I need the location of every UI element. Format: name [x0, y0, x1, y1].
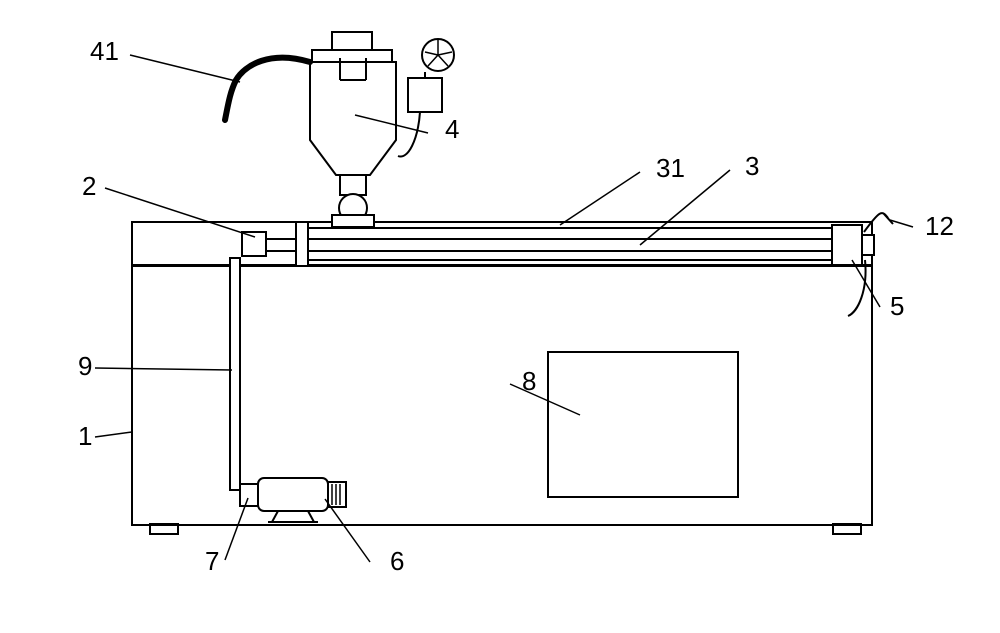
leader-l41	[130, 55, 240, 82]
label-l9: 9	[78, 351, 92, 381]
hopper-base	[332, 215, 374, 227]
motor-body	[258, 478, 328, 511]
flange-right-cap	[862, 235, 874, 255]
hopper-body	[310, 62, 396, 175]
motor-feet	[268, 511, 318, 522]
motor-fan	[328, 482, 346, 507]
label-l7: 7	[205, 546, 219, 576]
leader-l2	[105, 188, 255, 237]
label-l3: 3	[745, 151, 759, 181]
inner-block	[548, 352, 738, 497]
leader-l6	[325, 499, 370, 562]
hopper-inlet-tube	[225, 58, 310, 120]
leader-l4	[355, 115, 428, 133]
barrel-stub	[242, 232, 266, 256]
nozzle-tip	[884, 214, 893, 224]
gauge-box	[408, 78, 442, 112]
flange-right-head	[832, 225, 862, 265]
main-body	[132, 265, 872, 525]
leader-l9	[95, 368, 232, 370]
label-l12: 12	[925, 211, 954, 241]
label-l31: 31	[656, 153, 685, 183]
hopper-neck	[340, 175, 366, 195]
flange-left	[296, 222, 308, 266]
label-l2: 2	[82, 171, 96, 201]
label-l1: 1	[78, 421, 92, 451]
hopper-top-wide	[312, 50, 392, 62]
label-l6: 6	[390, 546, 404, 576]
leader-l7	[225, 498, 248, 560]
motor-coupling	[240, 484, 258, 506]
hopper-top-small	[332, 32, 372, 50]
label-l8: 8	[522, 366, 536, 396]
label-l5: 5	[890, 291, 904, 321]
leader-l8	[510, 384, 580, 415]
motor-fins	[332, 484, 340, 505]
label-l4: 4	[445, 114, 459, 144]
diagram-root: 41 2 4 31 3 12 9 1 8 5 7 6	[78, 32, 954, 576]
gauge-spokes-icon	[425, 40, 452, 66]
vertical-shaft	[230, 258, 240, 490]
leader-l1	[95, 432, 132, 437]
barrel-outer	[302, 228, 832, 260]
label-l41: 41	[90, 36, 119, 66]
leader-l31	[560, 172, 640, 225]
gauge-pipe	[398, 112, 420, 157]
